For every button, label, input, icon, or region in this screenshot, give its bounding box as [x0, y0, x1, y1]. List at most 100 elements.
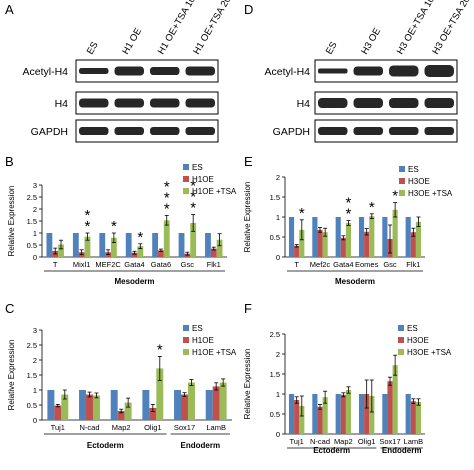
bar-B-ES-Gsc: [178, 233, 185, 257]
bar-C-H1OETSA-Olig1: [156, 368, 164, 420]
blot-row-label: GAPDH: [273, 126, 310, 138]
blot-band: [79, 68, 109, 74]
bar-F-H3OE-Map2: [340, 394, 346, 434]
x-tick-label: Map2: [334, 437, 353, 446]
bar-E-H3OETSA-Gsc: [392, 209, 398, 257]
y-tick-label: 2: [33, 356, 37, 365]
panel-letter: F: [244, 301, 252, 316]
y-axis-label: Relative Expression: [7, 340, 16, 411]
bar-E-H3OETSA-Mef2c: [322, 232, 328, 257]
bar-F-H3OETSA-Map2: [345, 390, 352, 434]
significance-star: *: [369, 199, 375, 216]
blot-row-label: Acetyl-H4: [22, 66, 68, 78]
bar-E-ES-Gata4: [335, 217, 341, 257]
bar-B-ES-Flk1: [205, 233, 211, 257]
legend-label: ES: [407, 324, 418, 333]
significance-star: *: [85, 207, 91, 224]
blot-band: [353, 127, 383, 135]
bar-B-H1OETSA-Flk1: [216, 239, 223, 257]
significance-star: *: [164, 178, 170, 195]
significance-star: *: [392, 188, 398, 205]
blot-band: [424, 127, 454, 135]
lane-label: ES: [85, 40, 101, 56]
blot-band: [185, 98, 215, 108]
x-tick-label: N-cad: [79, 423, 99, 432]
bar-F-H3OETSA-Olig1: [369, 396, 375, 434]
bar-B-H1OETSA-Gsc: [190, 222, 197, 257]
legend-swatch: [183, 349, 189, 355]
x-tick-label: MEF2C: [95, 260, 121, 269]
bar-E-H3OE-Eomes: [364, 231, 370, 257]
x-tick-label: Olig1: [358, 437, 376, 446]
bar-B-H1OE-Flk1: [210, 248, 217, 257]
significance-star: *: [299, 205, 305, 222]
y-tick-label: 1.5: [27, 217, 37, 226]
panel-letter: E: [244, 154, 253, 169]
blot-frame: [75, 119, 219, 143]
legend-swatch: [399, 166, 405, 172]
y-tick-label: 0.5: [270, 233, 280, 242]
bar-C-H1OETSA-Tuj1: [61, 394, 69, 420]
bar-E-H3OE-Gata4: [340, 237, 346, 257]
y-tick-label: 1: [276, 213, 280, 222]
bar-E-H3OETSA-Flk1: [415, 221, 422, 257]
bar-F-H3OETSA-N-cad: [322, 397, 328, 434]
bar-C-H1OE-Map2: [117, 411, 125, 420]
group-label: Ectoderm: [313, 446, 350, 455]
legend-label: H3OE: [408, 177, 430, 186]
panel-letter: C: [5, 301, 14, 316]
y-tick-label: 3: [33, 326, 37, 335]
y-tick-label: 0.5: [27, 241, 37, 250]
y-tick-label: 2: [276, 173, 280, 182]
blot-row-label: H4: [55, 98, 69, 110]
significance-star: *: [164, 189, 170, 206]
chart-panel-F: F 0 0.5 1 1.5 2 2.5 Relative Expression Tuj1 N-ca…: [243, 301, 452, 455]
legend-swatch: [183, 176, 189, 182]
bar-C-ES-Sox17: [174, 390, 182, 420]
bar-C-H1OE-N-cad: [86, 394, 93, 420]
legend-label: ES: [408, 165, 419, 174]
x-tick-label: Tuj1: [290, 437, 304, 446]
panel-letter: D: [244, 2, 253, 17]
y-tick-label: 1.5: [27, 371, 37, 380]
bar-B-H1OE-Gata4: [131, 252, 138, 257]
blot-row-label: H4: [297, 98, 311, 110]
y-axis-label: Relative Expression: [7, 186, 16, 257]
bar-C-H1OETSA-LamB: [219, 382, 227, 420]
x-tick-label: Gsc: [181, 260, 195, 269]
significance-star: *: [164, 200, 170, 217]
bar-C-ES-Tuj1: [47, 390, 55, 420]
y-tick-label: 0: [276, 430, 280, 439]
bar-F-ES-Map2: [335, 394, 341, 434]
bar-E-ES-Eomes: [358, 217, 365, 257]
y-axis-label: Relative Expression: [243, 182, 252, 253]
bar-F-H3OETSA-Sox17: [392, 365, 398, 434]
y-tick-label: 1.5: [270, 370, 280, 379]
bar-F-H3OE-Sox17: [387, 381, 393, 434]
x-tick-label: Map2: [112, 423, 131, 432]
blot-frame: [75, 91, 219, 115]
legend-label: H1OE: [192, 175, 214, 184]
blot-band: [114, 127, 144, 135]
x-tick-label: Mixl1: [73, 260, 91, 269]
bar-C-H1OETSA-Sox17: [187, 382, 195, 420]
bar-B-ES-Gata4: [125, 233, 132, 257]
bar-C-H1OETSA-Map2: [124, 402, 132, 420]
y-tick-label: 0: [33, 253, 37, 262]
significance-star: *: [346, 195, 352, 212]
blot-band: [185, 66, 215, 76]
x-tick-label: Gata4: [124, 260, 144, 269]
bar-F-H3OE-LamB: [410, 401, 416, 434]
blot-frame: [75, 59, 219, 83]
bar-B-ES-MEF2C: [99, 233, 106, 257]
blot-band: [389, 98, 419, 108]
blot-band: [150, 67, 180, 75]
significance-star: *: [346, 206, 352, 223]
blot-frame: [314, 91, 458, 115]
x-tick-label: Olig1: [144, 423, 162, 432]
x-tick-label: Eomes: [355, 260, 379, 269]
legend-label: H3OE +TSA: [408, 189, 453, 198]
panel-letter: B: [5, 154, 14, 169]
